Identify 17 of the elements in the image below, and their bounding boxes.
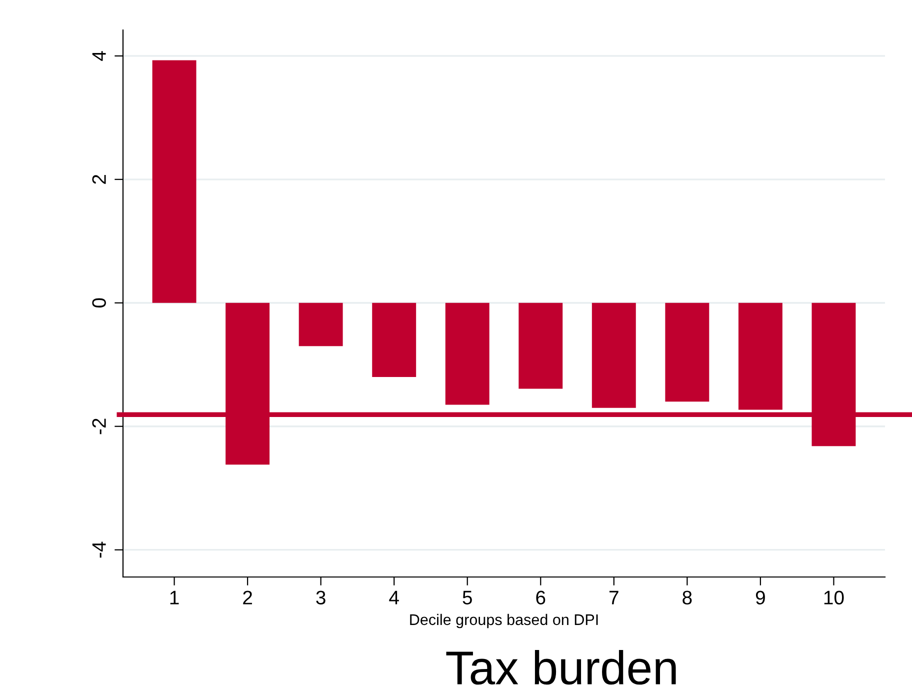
- x-axis-title: Decile groups based on DPI: [410, 614, 598, 628]
- y-tick-label: -4: [92, 542, 106, 558]
- y-tick-label: 2: [92, 174, 106, 184]
- y-tick-label: -2: [92, 418, 106, 434]
- x-tick-label: 6: [536, 590, 546, 604]
- x-tick-label: 1: [170, 590, 179, 604]
- text: Tax burden: [446, 650, 676, 685]
- y-tick-label: 0: [92, 298, 106, 308]
- x-tick-label: 5: [462, 590, 472, 604]
- x-tick-label: 2: [243, 590, 252, 604]
- x-tick-label: 8: [682, 590, 692, 604]
- x-tick-label: 3: [316, 590, 326, 604]
- y-tick-label: 4: [92, 51, 106, 61]
- x-tick-label: 7: [609, 590, 618, 604]
- x-tick-label: 9: [756, 590, 765, 604]
- x-tick-label: 10: [824, 590, 844, 604]
- x-tick-label: 4: [389, 590, 399, 604]
